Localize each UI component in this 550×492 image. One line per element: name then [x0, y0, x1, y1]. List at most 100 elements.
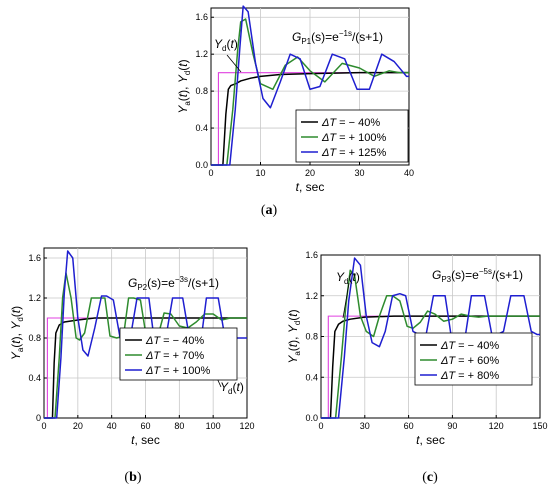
legend-value: = + 70%	[160, 350, 204, 362]
x-axis-label: t, sec	[131, 433, 160, 447]
tf-sup: −3s	[175, 275, 188, 284]
legend-delta: Δ	[440, 370, 448, 382]
x-tick-label: 30	[360, 421, 370, 431]
legend-t: T	[329, 147, 337, 159]
y-label-part: ),	[286, 333, 300, 344]
legend: ΔT = − 40%ΔT = + 60%ΔT = + 80%	[414, 332, 533, 386]
y-label-part: (	[176, 97, 190, 101]
y-tick-label: 0.8	[305, 332, 318, 342]
tf-sup: −5s	[479, 267, 492, 276]
caption-letter: c	[427, 470, 433, 485]
caption-paren: (	[124, 470, 129, 485]
y-label-part: Y	[9, 321, 23, 330]
x-axis-label: t, sec	[416, 433, 445, 447]
x-tick-label: 90	[447, 421, 457, 431]
legend-label-1: ΔT = − 40%	[440, 340, 499, 352]
x-tick-label: 30	[354, 168, 364, 178]
caption-paren: )	[137, 470, 142, 485]
tf-sub: P2	[137, 283, 147, 292]
y-axis-label: Ya(t), Yd(t)	[176, 59, 192, 113]
legend-label-2: ΔT = + 60%	[440, 355, 499, 367]
legend-label-2: ΔT = + 70%	[145, 350, 204, 362]
legend-t: T	[448, 340, 456, 352]
y-tick-label: 1.2	[305, 291, 318, 301]
legend-delta: Δ	[145, 365, 153, 377]
caption-letter: b	[129, 470, 137, 485]
legend-delta: Δ	[440, 340, 448, 352]
yd-part: Y	[214, 37, 223, 51]
x-tick-label: 0	[318, 421, 323, 431]
y-label-part: )	[9, 306, 23, 310]
caption-paren: )	[433, 470, 438, 485]
y-label-part: Y	[286, 324, 300, 333]
legend-label-3: ΔT = + 80%	[440, 370, 499, 382]
y-tick-label: 0.4	[195, 123, 208, 133]
setpoint-annotation: Yd(t)	[214, 37, 238, 53]
y-label-part: a	[16, 347, 25, 352]
x-tick-label: 120	[489, 421, 504, 431]
y-label-part: t	[176, 63, 190, 67]
y-tick-label: 1.6	[28, 253, 41, 263]
tf-end: /(s+1)	[188, 276, 219, 290]
panel-caption: (c)	[422, 470, 438, 485]
y-label-part: d	[293, 321, 302, 325]
y-tick-label: 0.4	[28, 373, 41, 383]
legend-label-3: ΔT = + 125%	[321, 147, 386, 159]
tf-mid: (s)=e	[451, 268, 479, 282]
legend-label-1: ΔT = − 40%	[321, 117, 380, 129]
y-label-part: Y	[9, 351, 23, 360]
legend-box	[119, 327, 238, 381]
legend-value: = + 60%	[455, 355, 499, 367]
y-tick-label: 0.4	[305, 372, 318, 382]
legend-label-3: ΔT = + 100%	[145, 365, 210, 377]
legend-value: = − 40%	[455, 340, 499, 352]
x-tick-label: 40	[107, 421, 117, 431]
x-tick-label: 40	[404, 168, 414, 178]
yd-part: t	[236, 380, 240, 394]
legend: ΔT = − 40%ΔT = + 70%ΔT = + 100%	[119, 327, 238, 381]
y-label-part: t	[286, 343, 300, 347]
y-label-part: d	[16, 317, 25, 321]
panel-caption: (a)	[261, 203, 278, 218]
yd-part: )	[356, 270, 360, 284]
series-line-2	[44, 272, 247, 419]
y-axis-label: Ya(t), Yd(t)	[286, 309, 302, 363]
y-label-part: t	[286, 313, 300, 317]
setpoint-leader-line	[342, 282, 350, 319]
legend-t: T	[153, 335, 161, 347]
transfer-function: GP2(s)=e−3s/(s+1)	[128, 275, 219, 292]
yd-part: d	[222, 44, 226, 53]
x-axis-label-var: t	[131, 433, 135, 447]
y-label-part: )	[286, 309, 300, 313]
x-axis-label-var: t	[296, 180, 300, 194]
y-label-part: (	[286, 317, 300, 321]
legend-value: = + 125%	[336, 147, 386, 159]
yd-part: d	[344, 277, 348, 286]
caption-paren: )	[273, 203, 278, 218]
transfer-function: GP1(s)=e−1s/(s+1)	[292, 29, 383, 46]
x-tick-label: 150	[532, 421, 547, 431]
setpoint-annotation: Yd(t)	[336, 270, 360, 286]
series-line-1	[321, 315, 540, 419]
legend-t: T	[153, 350, 161, 362]
y-label-part: a	[293, 351, 302, 356]
y-label-part: t	[176, 93, 190, 97]
x-axis-label-unit: , sec	[420, 433, 445, 447]
y-axis-label: Ya(t), Yd(t)	[9, 306, 25, 360]
x-axis-label-unit: , sec	[299, 180, 324, 194]
y-label-part: )	[176, 59, 190, 63]
yd-part: )	[240, 380, 244, 394]
y-tick-label: 0.8	[28, 333, 41, 343]
series-line-1	[211, 71, 409, 166]
legend-box	[295, 109, 409, 163]
y-label-part: d	[183, 71, 192, 75]
tf-end: /(s+1)	[352, 30, 383, 44]
x-tick-label: 60	[140, 421, 150, 431]
legend: ΔT = − 40%ΔT = + 100%ΔT = + 125%	[295, 109, 409, 163]
x-tick-label: 60	[404, 421, 414, 431]
yd-part: t	[352, 270, 356, 284]
legend-value: = + 80%	[455, 370, 499, 382]
legend-value: = − 40%	[160, 335, 204, 347]
